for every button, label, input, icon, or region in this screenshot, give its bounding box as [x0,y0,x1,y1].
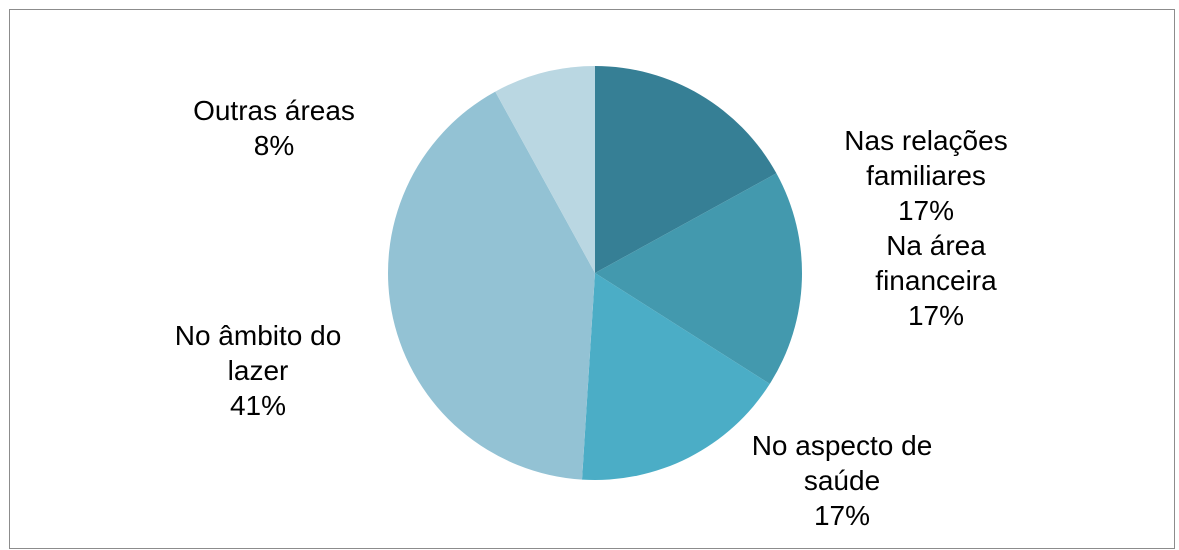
chart-area: Nas relações familiares 17% Na área fina… [9,9,1175,549]
data-label-outras-areas: Outras áreas 8% [193,95,355,161]
data-label-no-ambito-do-lazer: No âmbito do lazer 41% [174,320,342,421]
pie-slice-nas-relacoes-familiares [595,66,777,273]
pie-slice-no-aspecto-de-saude [582,273,770,480]
data-label-no-aspecto-de-saude: No aspecto de saúde 17% [751,430,933,531]
data-label-nas-relacoes-familiares: Nas relações familiares 17% [844,125,1008,226]
data-label-na-area-financeira: Na área financeira 17% [875,230,997,331]
pie-slice-no-ambito-do-lazer [387,91,595,480]
pie-chart [387,66,802,480]
pie-slice-na-area-financeira [595,173,802,384]
pie-slice-outras-areas [495,66,595,273]
